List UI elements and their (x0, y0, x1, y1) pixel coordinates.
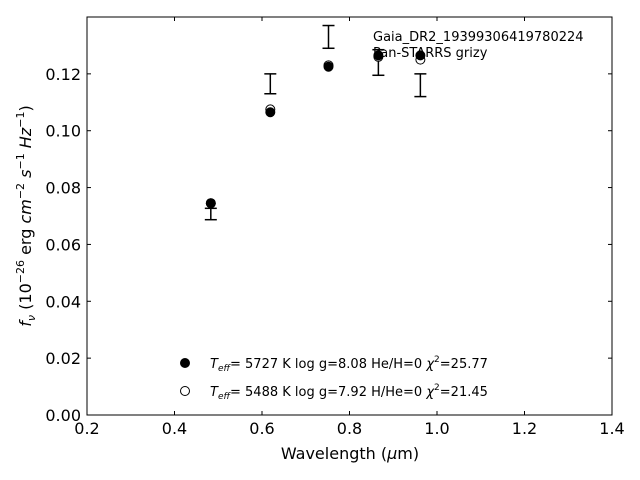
x-tick-label: 1.2 (512, 419, 537, 438)
error-bar (264, 73, 277, 95)
error-bar (322, 24, 335, 50)
y-tick-label: 0.12 (45, 65, 81, 84)
axis-ticks: 0.2 0.4 0.6 0.8 1.0 1.2 1.4 0.00 0.02 0.04 0.06 0.0… (45, 17, 625, 438)
y-tick-label: 0.04 (45, 292, 81, 311)
x-axis-label: Wavelength (μm) (281, 444, 419, 463)
legend-entry-1: Teff= 5727 K log g=8.08 He/H=0 χ2=25.77 (210, 355, 488, 374)
error-bar (204, 207, 217, 221)
x-tick-label: 1.4 (599, 419, 624, 438)
filled-model-point (415, 50, 426, 61)
plot-frame (86, 16, 613, 416)
error-bar (414, 73, 427, 98)
annotation-source: Gaia_DR2_19399306419780224 (373, 30, 584, 45)
annotation-survey: Pan-STARRS grizy (373, 46, 488, 61)
filled-model-point (205, 198, 216, 209)
x-tick-label: 1.0 (424, 419, 449, 438)
y-tick-label: 0.08 (45, 179, 81, 198)
filled-model-point (323, 61, 334, 72)
filled-model-point (265, 107, 276, 118)
y-tick-label: 0.06 (45, 235, 81, 254)
legend-marker-filled (180, 358, 190, 368)
x-tick-label: 0.8 (337, 419, 362, 438)
legend-entry-2: Teff= 5488 K log g=7.92 H/He=0 χ2=21.45 (210, 383, 488, 402)
y-tick-label: 0.10 (45, 122, 81, 141)
legend-marker-open (180, 386, 190, 396)
y-axis-label: fν (10−26 erg cm−2 s−1 Hz−1) (14, 105, 38, 326)
filled-model-point (373, 50, 384, 61)
data-points (205, 50, 426, 209)
x-tick-label: 0.2 (74, 419, 99, 438)
legend: Teff= 5727 K log g=8.08 He/H=0 χ2=25.77 … (180, 355, 488, 402)
error-bars (204, 24, 427, 221)
x-tick-label: 0.4 (162, 419, 187, 438)
y-tick-label: 0.00 (45, 406, 81, 425)
x-tick-label: 0.6 (249, 419, 274, 438)
y-tick-label: 0.02 (45, 349, 81, 368)
